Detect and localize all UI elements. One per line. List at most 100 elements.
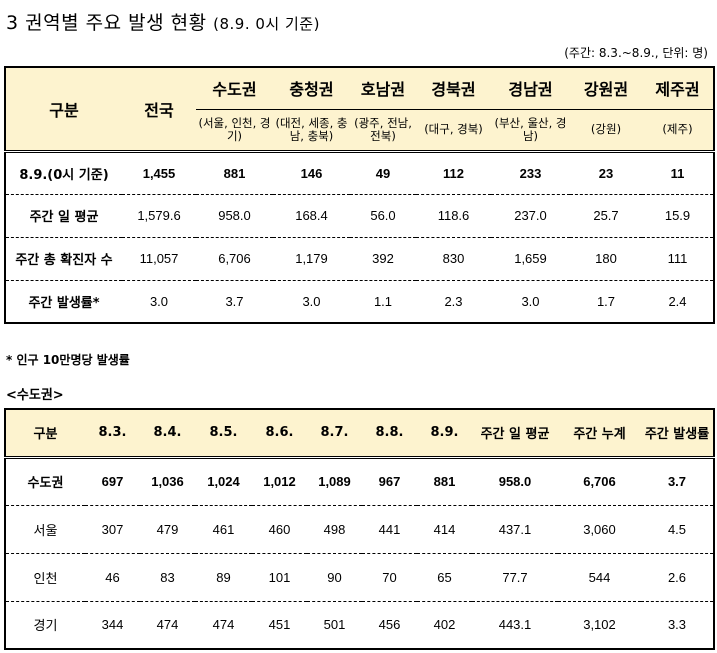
header-gubun: 구분 bbox=[5, 67, 122, 151]
title-main: 3 권역별 주요 발생 현황 bbox=[6, 12, 207, 34]
table-row: 서울 307 479 461 460 498 441 414 437.1 3,0… bbox=[5, 504, 714, 553]
table-row: 주간 발생률* 3.0 3.7 3.0 1.1 2.3 3.0 1.7 2.4 bbox=[5, 279, 714, 323]
cell: 6,706 bbox=[558, 455, 641, 505]
cell: 89 bbox=[195, 552, 252, 601]
header-region-sub: (대전, 세종, 충남, 충북) bbox=[273, 109, 350, 151]
cell: 967 bbox=[362, 455, 417, 505]
cell: 830 bbox=[416, 236, 491, 280]
table-row: 주간 일 평균 1,579.6 958.0 168.4 56.0 118.6 2… bbox=[5, 193, 714, 237]
cell: 1,089 bbox=[307, 455, 362, 505]
cell: 451 bbox=[252, 600, 307, 649]
cell: 56.0 bbox=[350, 193, 416, 237]
cell: 6,706 bbox=[196, 236, 273, 280]
cell: 958.0 bbox=[472, 455, 558, 505]
footnote: * 인구 10만명당 발생률 bbox=[6, 353, 130, 367]
table-header-row: 구분 8.3. 8.4. 8.5. 8.6. 8.7. 8.8. 8.9. 주간… bbox=[5, 409, 714, 457]
header-cell: 8.9. bbox=[417, 409, 472, 457]
table-row: 주간 총 확진자 수 11,057 6,706 1,179 392 830 1,… bbox=[5, 236, 714, 280]
cell: 49 bbox=[350, 149, 416, 194]
cell: 15.9 bbox=[642, 193, 714, 237]
cell: 1,036 bbox=[140, 455, 195, 505]
cell: 461 bbox=[195, 504, 252, 553]
table-row: 수도권 697 1,036 1,024 1,012 1,089 967 881 … bbox=[5, 455, 714, 505]
cell: 958.0 bbox=[196, 193, 273, 237]
cell: 479 bbox=[140, 504, 195, 553]
header-region-name: 경북권 bbox=[416, 67, 491, 110]
cell: 501 bbox=[307, 600, 362, 649]
header-region-name: 충청권 bbox=[273, 67, 350, 110]
page-title: 3 권역별 주요 발생 현황 (8.9. 0시 기준) bbox=[6, 8, 320, 35]
cell: 460 bbox=[252, 504, 307, 553]
cell: 437.1 bbox=[472, 504, 558, 553]
header-region-sub: (서울, 인천, 경기) bbox=[196, 109, 273, 151]
cell: 3.0 bbox=[122, 279, 196, 323]
cell: 3,102 bbox=[558, 600, 641, 649]
cell: 1.7 bbox=[570, 279, 642, 323]
cell: 474 bbox=[140, 600, 195, 649]
row-label: 8.9.(0시 기준) bbox=[5, 149, 122, 194]
cell: 4.5 bbox=[641, 504, 714, 553]
cell: 23 bbox=[570, 149, 642, 194]
header-cell: 8.5. bbox=[195, 409, 252, 457]
cell: 1,024 bbox=[195, 455, 252, 505]
row-label: 인천 bbox=[5, 552, 85, 601]
cell: 392 bbox=[350, 236, 416, 280]
cell: 118.6 bbox=[416, 193, 491, 237]
cell: 77.7 bbox=[472, 552, 558, 601]
cell: 2.6 bbox=[641, 552, 714, 601]
cell: 1,179 bbox=[273, 236, 350, 280]
header-region-sub: (제주) bbox=[642, 109, 714, 151]
cell: 3.0 bbox=[491, 279, 570, 323]
table-row: 8.9.(0시 기준) 1,455 881 146 49 112 233 23 … bbox=[5, 149, 714, 194]
cell: 441 bbox=[362, 504, 417, 553]
cell: 180 bbox=[570, 236, 642, 280]
cell: 70 bbox=[362, 552, 417, 601]
cell: 1,455 bbox=[122, 149, 196, 194]
cell: 168.4 bbox=[273, 193, 350, 237]
cell: 697 bbox=[85, 455, 140, 505]
header-cell: 8.4. bbox=[140, 409, 195, 457]
cell: 1,012 bbox=[252, 455, 307, 505]
cell: 233 bbox=[491, 149, 570, 194]
header-cell: 주간 발생률 bbox=[641, 409, 714, 457]
header-cell: 8.8. bbox=[362, 409, 417, 457]
cell: 111 bbox=[642, 236, 714, 280]
cell: 25.7 bbox=[570, 193, 642, 237]
row-label: 서울 bbox=[5, 504, 85, 553]
cell: 1,579.6 bbox=[122, 193, 196, 237]
cell: 46 bbox=[85, 552, 140, 601]
header-region-sub: (부산, 울산, 경남) bbox=[491, 109, 570, 151]
cell: 112 bbox=[416, 149, 491, 194]
header-cell: 8.6. bbox=[252, 409, 307, 457]
header-region-name: 수도권 bbox=[196, 67, 273, 110]
cell: 881 bbox=[196, 149, 273, 194]
cell: 3.7 bbox=[196, 279, 273, 323]
cell: 443.1 bbox=[472, 600, 558, 649]
cell: 11 bbox=[642, 149, 714, 194]
cell: 237.0 bbox=[491, 193, 570, 237]
cell: 881 bbox=[417, 455, 472, 505]
header-cell: 주간 누계 bbox=[558, 409, 641, 457]
row-label: 주간 총 확진자 수 bbox=[5, 236, 122, 280]
cell: 90 bbox=[307, 552, 362, 601]
cell: 344 bbox=[85, 600, 140, 649]
cell: 544 bbox=[558, 552, 641, 601]
header-region-sub: (대구, 경북) bbox=[416, 109, 491, 151]
cell: 456 bbox=[362, 600, 417, 649]
cell: 146 bbox=[273, 149, 350, 194]
header-cell: 8.7. bbox=[307, 409, 362, 457]
cell: 3.0 bbox=[273, 279, 350, 323]
header-region-sub: (강원) bbox=[570, 109, 642, 151]
cell: 3.7 bbox=[641, 455, 714, 505]
header-cell: 주간 일 평균 bbox=[472, 409, 558, 457]
cell: 65 bbox=[417, 552, 472, 601]
capital-area-table: 구분 8.3. 8.4. 8.5. 8.6. 8.7. 8.8. 8.9. 주간… bbox=[4, 408, 715, 650]
unit-note: (주간: 8.3.~8.9., 단위: 명) bbox=[564, 46, 708, 60]
section-label: <수도권> bbox=[6, 388, 64, 403]
row-label: 경기 bbox=[5, 600, 85, 649]
header-region-sub: (광주, 전남, 전북) bbox=[350, 109, 416, 151]
header-region-name: 제주권 bbox=[642, 67, 714, 110]
row-label: 주간 일 평균 bbox=[5, 193, 122, 237]
cell: 474 bbox=[195, 600, 252, 649]
cell: 307 bbox=[85, 504, 140, 553]
